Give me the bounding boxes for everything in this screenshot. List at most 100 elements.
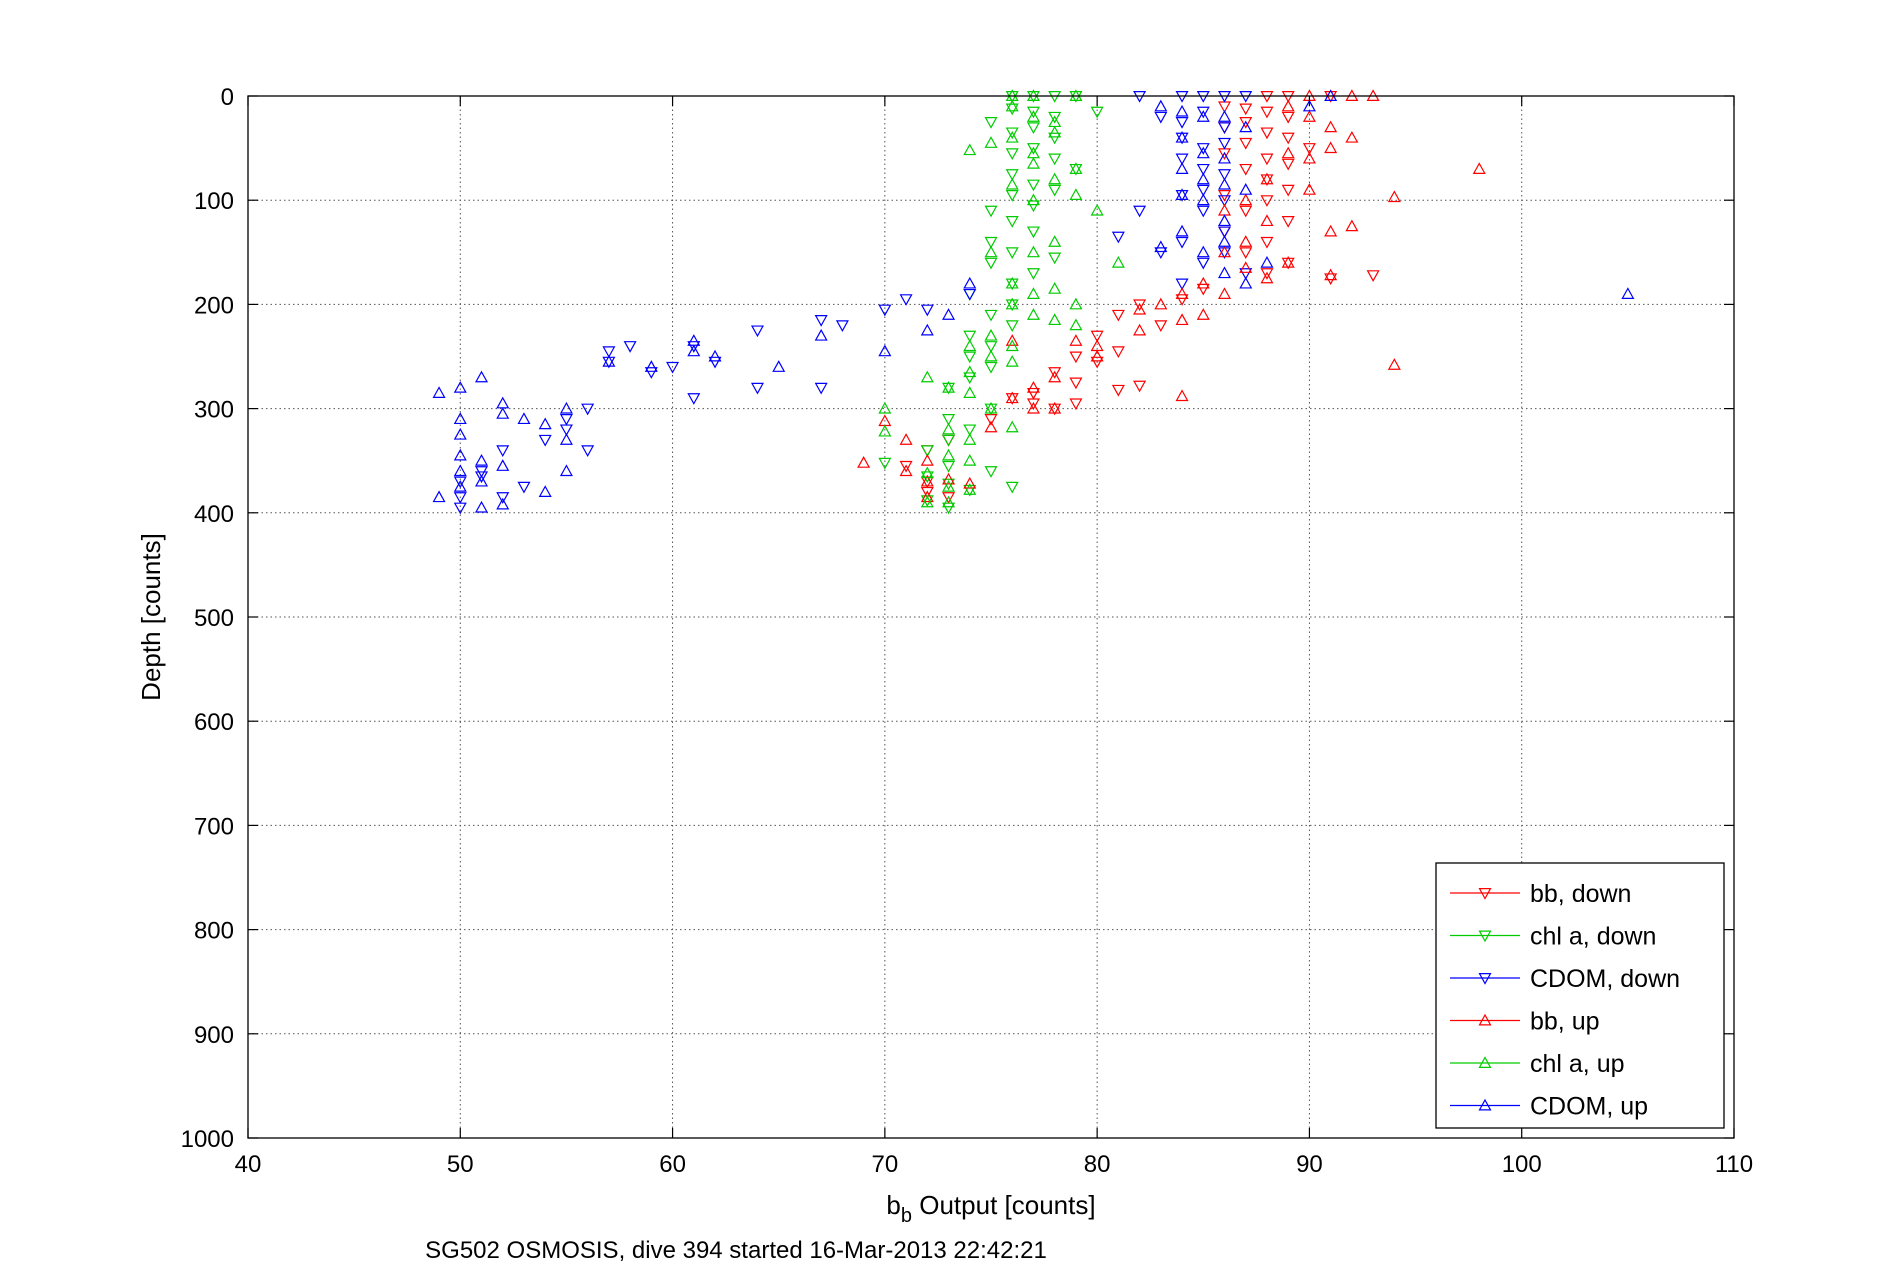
legend-items: bb, down chl a, down CDOM, down bb, up chl a… [1450, 880, 1680, 1121]
y-tick-label: 800 [194, 918, 234, 945]
data-point [1069, 318, 1083, 331]
data-point [878, 304, 892, 317]
data-point [1472, 162, 1486, 174]
data-point [1196, 106, 1210, 119]
data-point [920, 490, 934, 503]
data-point [1281, 111, 1295, 124]
data-point [1133, 380, 1147, 393]
y-tick-label: 400 [194, 501, 234, 528]
y-tick-label: 1000 [181, 1126, 234, 1153]
x-axis-title-subscript: b [901, 1205, 912, 1227]
data-point [1281, 216, 1295, 228]
data-point [920, 323, 934, 336]
axis-ticks: 40 50 60 70 80 90 100 110 0 100 200 300 400 500 600 700… [181, 84, 1754, 1178]
x-axis-title-rest: Output [counts] [912, 1190, 1096, 1220]
data-point [1175, 130, 1189, 143]
data-point [1217, 235, 1232, 247]
data-point [1048, 184, 1062, 197]
data-point [1090, 203, 1104, 216]
data-point [559, 414, 573, 426]
data-point [1005, 354, 1019, 367]
data-point [963, 276, 977, 289]
data-point [1048, 252, 1062, 265]
x-axis-title: bb Output [counts] [886, 1190, 1095, 1227]
data-point [1005, 334, 1019, 346]
data-point [559, 424, 573, 437]
series-5 [432, 89, 1635, 513]
data-point [920, 370, 934, 383]
data-point [1196, 257, 1210, 270]
data-point [1111, 346, 1125, 359]
data-point [1005, 339, 1019, 352]
data-point [1048, 153, 1062, 166]
grid [248, 96, 1734, 1138]
data-point [1026, 200, 1040, 213]
data-point [1069, 377, 1083, 390]
data-point [538, 417, 552, 430]
data-point [1026, 398, 1040, 411]
data-point [1048, 282, 1062, 294]
data-point [878, 424, 892, 437]
data-point [1175, 313, 1189, 326]
data-point [942, 448, 956, 461]
data-point [1133, 302, 1147, 315]
legend-label: CDOM, up [1530, 1093, 1648, 1121]
data-point [984, 420, 998, 433]
legend-label: CDOM, down [1530, 965, 1680, 993]
data-point [920, 453, 934, 466]
data-point [1260, 172, 1274, 185]
data-point [963, 476, 977, 489]
data-point [984, 328, 998, 341]
data-point [920, 486, 934, 499]
data-point [1196, 163, 1210, 176]
data-point [1154, 297, 1168, 310]
data-point [942, 502, 956, 515]
data-point [1026, 110, 1040, 122]
data-point [1196, 146, 1210, 159]
data-point [878, 344, 892, 357]
data-point [474, 370, 489, 383]
data-point [474, 500, 489, 513]
legend-item: bb, down [1450, 880, 1631, 908]
data-point [1090, 106, 1104, 119]
data-point [1175, 162, 1189, 174]
data-point [496, 445, 510, 458]
data-point [963, 330, 977, 343]
data-point [581, 445, 595, 458]
y-tick-label: 200 [194, 292, 234, 319]
data-point [942, 495, 956, 508]
data-point [1111, 231, 1125, 244]
legend-swatch-marker [1478, 1098, 1492, 1111]
data-point [1026, 381, 1040, 393]
data-point [1239, 103, 1253, 116]
data-point [1239, 163, 1253, 176]
data-point [963, 372, 977, 385]
series-3 [857, 89, 1486, 503]
data-point [984, 245, 998, 258]
data-point [1154, 247, 1168, 260]
data-point [432, 386, 446, 398]
data-point [899, 294, 913, 306]
data-point [814, 382, 828, 395]
data-point [920, 495, 934, 508]
x-tick-label: 60 [659, 1151, 686, 1178]
data-point [1281, 146, 1295, 159]
data-point [963, 143, 977, 156]
data-point [1217, 266, 1232, 279]
legend-item: CDOM, down [1450, 965, 1680, 993]
data-point [1281, 132, 1295, 145]
data-point [984, 257, 998, 270]
data-point [1005, 320, 1019, 332]
data-point [623, 341, 637, 353]
data-point [963, 483, 977, 495]
data-point [1260, 236, 1274, 249]
data-point [1281, 255, 1295, 268]
data-point [1026, 287, 1040, 299]
data-point [1239, 117, 1253, 129]
data-point [1048, 125, 1062, 138]
data-point [1154, 320, 1168, 332]
y-tick-label: 900 [194, 1022, 234, 1049]
data-point [1005, 177, 1019, 190]
data-point [942, 492, 956, 504]
data-point [1069, 334, 1083, 346]
